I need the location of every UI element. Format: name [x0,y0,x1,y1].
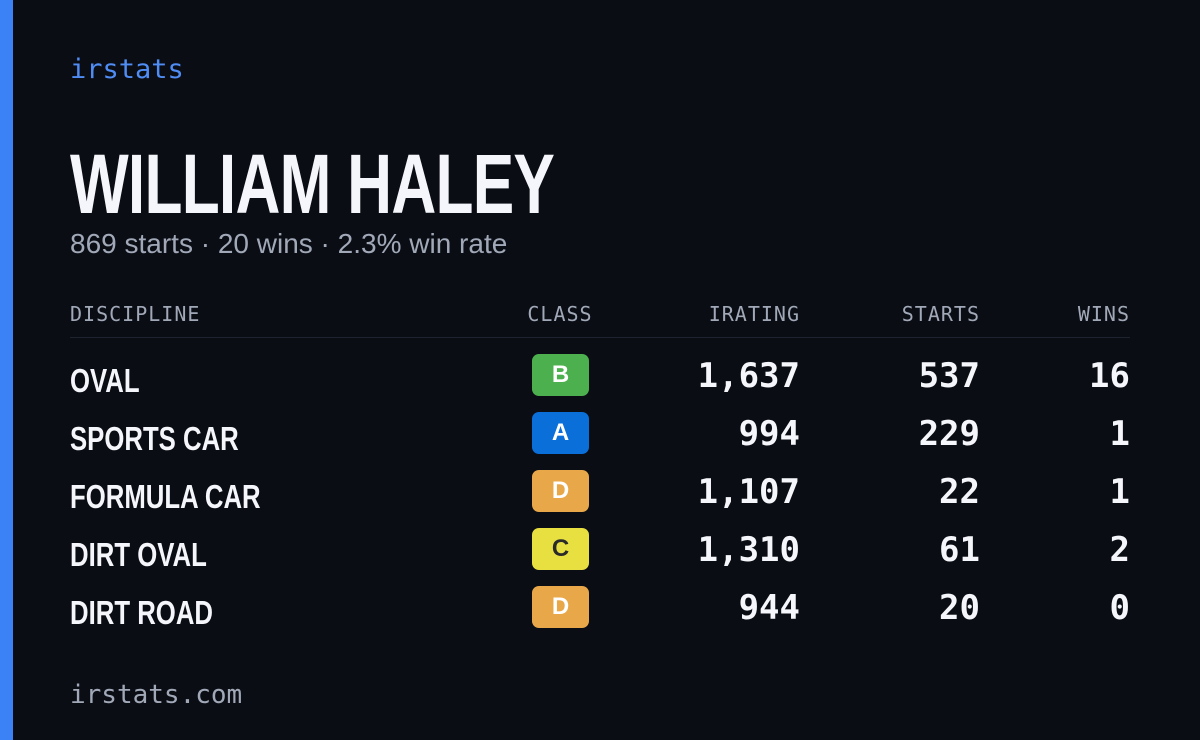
stat-value: 61 [939,530,980,570]
stat-value: 994 [738,414,800,454]
column-header: IRATING [708,302,800,326]
class-badge: B [532,354,589,396]
column-header: DISCIPLINE [70,302,201,326]
stat-value: 0 [1109,588,1130,628]
stat-value: 1,637 [697,356,800,396]
discipline: DIRT OVAL [70,536,207,573]
summary: 869 starts · 20 wins · 2.3% win rate [70,228,508,259]
stat-value: 22 [939,472,980,512]
footer: irstats.com [70,680,243,710]
header-rule [70,337,1130,338]
stat-value: 537 [918,356,980,396]
discipline: OVAL [70,362,140,399]
stat-value: 16 [1089,356,1130,396]
accent-bar [0,0,13,740]
class-badge: D [532,586,589,628]
stat-value: 2 [1109,530,1130,570]
brand: irstats [70,54,184,85]
class-badge: A [532,412,589,454]
column-header: CLASS [527,302,593,326]
driver-name: WILLIAM HALEY [70,137,555,231]
stat-value: 229 [918,414,980,454]
column-header: STARTS [901,302,980,326]
stat-value: 944 [738,588,800,628]
discipline: FORMULA CAR [70,478,261,515]
column-header: WINS [1077,302,1130,326]
stat-value: 1,310 [697,530,800,570]
stat-value: 1 [1109,472,1130,512]
stat-value: 1,107 [697,472,800,512]
class-badge: C [532,528,589,570]
stat-value: 20 [939,588,980,628]
discipline: SPORTS CAR [70,420,239,457]
class-badge: D [532,470,589,512]
discipline: DIRT ROAD [70,594,213,631]
stat-value: 1 [1109,414,1130,454]
